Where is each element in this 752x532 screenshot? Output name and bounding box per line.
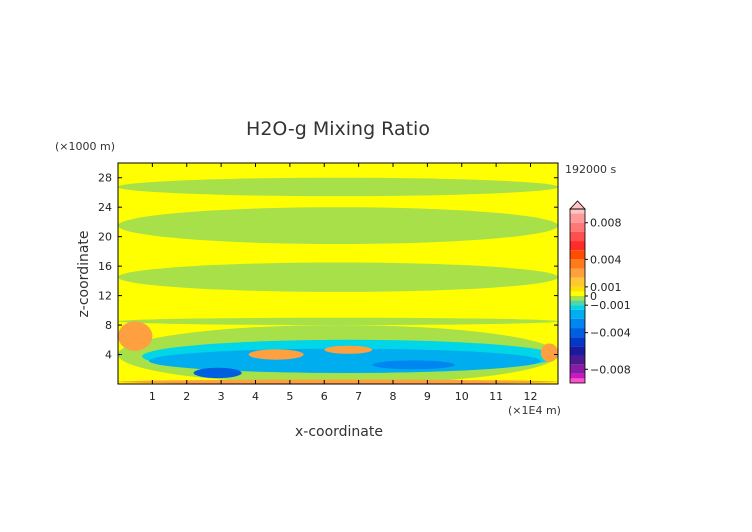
plot-frame (117, 162, 559, 385)
colorbar-swatch-4 (570, 241, 585, 251)
x-tick-label-3: 3 (218, 390, 225, 403)
y-tick-label-12: 12 (98, 290, 112, 303)
colorbar-swatch-7 (570, 268, 585, 278)
colorbar-swatch-13 (570, 305, 585, 310)
x-tick-label-11: 11 (489, 390, 503, 403)
colorbar-swatch-12 (570, 300, 585, 306)
field-layer (118, 163, 558, 384)
y-axis-label: z-coordinate (76, 230, 92, 317)
x-tick-label-1: 1 (149, 390, 156, 403)
field-region-11 (118, 321, 153, 351)
field-region-9 (248, 349, 304, 360)
field-region-7 (193, 367, 242, 379)
colorbar-tick-label-5: −0.004 (590, 327, 631, 340)
y-unit-label: (×1000 m) (55, 140, 115, 153)
colorbar-tick-label-2: 0.001 (590, 281, 622, 294)
colorbar-extend-triangle (569, 200, 586, 210)
x-tick-label-10: 10 (455, 390, 469, 403)
x-unit-label: (×1E4 m) (508, 404, 561, 417)
field-region-10 (324, 345, 373, 354)
colorbar-swatch-6 (570, 259, 585, 269)
colorbar-swatch-15 (570, 318, 585, 329)
field-region-2 (118, 262, 558, 292)
x-tick-label-9: 9 (424, 390, 431, 403)
colorbar-tick-label-0: 0.008 (590, 217, 622, 230)
colorbar-swatch-1 (570, 213, 585, 223)
colorbar-swatch-22 (570, 378, 585, 383)
colorbar-swatch-17 (570, 337, 585, 347)
y-tick-label-4: 4 (105, 349, 112, 362)
colorbar-tick-label-4: −0.001 (590, 299, 631, 312)
x-tick-label-2: 2 (183, 390, 190, 403)
colorbar-tick-label-1: 0.004 (590, 253, 622, 266)
field-region-13 (118, 379, 558, 384)
colorbar-swatch-0 (570, 209, 585, 214)
colorbar-swatch-9 (570, 286, 585, 292)
x-tick-label-8: 8 (390, 390, 397, 403)
colorbar-swatch-20 (570, 364, 585, 374)
field-region-8 (372, 360, 455, 370)
x-tick-label-7: 7 (355, 390, 362, 403)
field-region-0 (118, 177, 558, 197)
y-tick-label-8: 8 (105, 319, 112, 332)
field-region-3 (118, 317, 558, 326)
colorbar-swatch-5 (570, 250, 585, 260)
field-region-12 (540, 343, 558, 362)
y-tick-label-28: 28 (98, 172, 112, 185)
colorbar-swatch-11 (570, 296, 585, 301)
colorbar-swatch-3 (570, 231, 585, 242)
colorbar-swatch-16 (570, 328, 585, 338)
colorbar-swatch-8 (570, 277, 585, 287)
x-tick-label-5: 5 (286, 390, 293, 403)
colorbar-swatch-10 (570, 291, 585, 296)
chart-title: H2O-g Mixing Ratio (246, 118, 430, 140)
colorbar-swatch-2 (570, 222, 585, 232)
x-tick-label-6: 6 (321, 390, 328, 403)
colorbar-swatch-18 (570, 346, 585, 356)
x-axis-label: x-coordinate (295, 424, 383, 440)
colorbar-swatch-19 (570, 355, 585, 365)
x-tick-label-4: 4 (252, 390, 259, 403)
x-tick-label-12: 12 (524, 390, 538, 403)
colorbar-tick-label-3: 0 (590, 290, 597, 303)
colorbar-swatch-14 (570, 309, 585, 319)
colorbar-tick-label-6: −0.008 (590, 363, 631, 376)
y-tick-label-20: 20 (98, 231, 112, 244)
colorbar-swatch-21 (570, 373, 585, 379)
time-label: 192000 s (565, 163, 616, 176)
y-tick-label-16: 16 (98, 260, 112, 273)
field-region-1 (118, 207, 558, 245)
y-tick-label-24: 24 (98, 201, 112, 214)
plot-area (118, 163, 558, 384)
